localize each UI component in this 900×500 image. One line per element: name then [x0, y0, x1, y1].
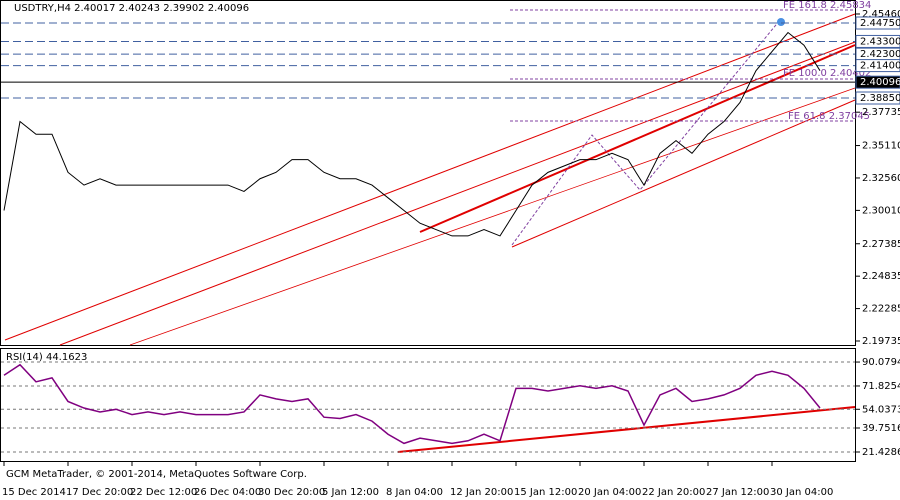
channel — [4, 13, 856, 346]
channel-line — [4, 13, 856, 341]
level-box — [855, 91, 900, 105]
y-tick-label: 2.19735 — [862, 336, 900, 347]
x-tick-label: 30 Jan 04:00 — [770, 487, 833, 498]
fib-levels — [510, 9, 855, 122]
level-label: 2.38850 — [860, 93, 900, 104]
fib-label: FE 161.8 2.45834 — [783, 0, 871, 11]
channel-line — [511, 99, 856, 248]
footer: GCM MetaTrader, © 2001-2014, MetaQuotes … — [6, 469, 307, 480]
level-label: 2.40096 — [860, 77, 900, 88]
x-tick-label: 26 Dec 04:00 — [194, 487, 261, 498]
y-tick-label: 2.45460 — [862, 9, 900, 20]
y-tick-label: 2.35110 — [862, 141, 900, 152]
level-label: 2.41400 — [860, 61, 900, 72]
level-box — [855, 75, 900, 89]
channel-line — [129, 87, 856, 346]
x-tick-label: 30 Dec 20:00 — [258, 487, 325, 498]
fib-label: FE 61.8 2.37045 — [788, 111, 870, 122]
level-box — [855, 59, 900, 73]
y-tick-label: 2.24835 — [862, 271, 900, 282]
y-tick-label: 2.22285 — [862, 304, 900, 315]
fib-label: FE 100.0 2.40402 — [783, 68, 871, 79]
level-box — [855, 34, 900, 48]
x-tick-label: 15 Dec 2014 — [2, 487, 66, 498]
level-label: 2.44750 — [860, 18, 900, 29]
rsi-panel — [0, 348, 856, 462]
chart-title: USDTRY,H4 2.40017 2.40243 2.39902 2.4009… — [14, 3, 249, 14]
x-tick-label: 22 Dec 12:00 — [130, 487, 197, 498]
y-tick-label: 54.0373 — [862, 404, 900, 415]
level-label: 2.43300 — [860, 36, 900, 47]
y-tick-label: 90.0794 — [862, 357, 900, 368]
fib-swing — [511, 19, 781, 246]
y-tick-label: 2.32560 — [862, 173, 900, 184]
y-tick-label: 21.4286 — [862, 447, 900, 458]
level-box — [855, 16, 900, 30]
y-tick-label: 2.30010 — [862, 205, 900, 216]
x-tick-label: 17 Dec 20:00 — [66, 487, 133, 498]
x-tick-label: 5 Jan 12:00 — [322, 487, 379, 498]
y-tick-label: 39.7516 — [862, 423, 900, 434]
price-line — [3, 363, 821, 445]
rsi-trendline — [397, 406, 856, 453]
x-tick-label: 15 Jan 12:00 — [514, 487, 577, 498]
channel-line — [59, 41, 856, 346]
x-tick-label: 8 Jan 04:00 — [386, 487, 443, 498]
x-tick-label: 12 Jan 20:00 — [450, 487, 513, 498]
price-panel — [0, 0, 856, 346]
channel-center — [419, 44, 856, 233]
rsi-title: RSI(14) 44.1623 — [6, 352, 87, 363]
x-tick-label: 22 Jan 20:00 — [642, 487, 705, 498]
y-tick-label: 2.27385 — [862, 239, 900, 250]
price-line — [3, 31, 821, 237]
y-tick-label: 71.8254 — [862, 381, 900, 392]
x-tick-label: 27 Jan 12:00 — [706, 487, 769, 498]
x-tick-label: 20 Jan 04:00 — [578, 487, 641, 498]
level-label: 2.42300 — [860, 49, 900, 60]
marker — [777, 18, 785, 26]
y-tick-label: 2.37735 — [862, 107, 900, 118]
